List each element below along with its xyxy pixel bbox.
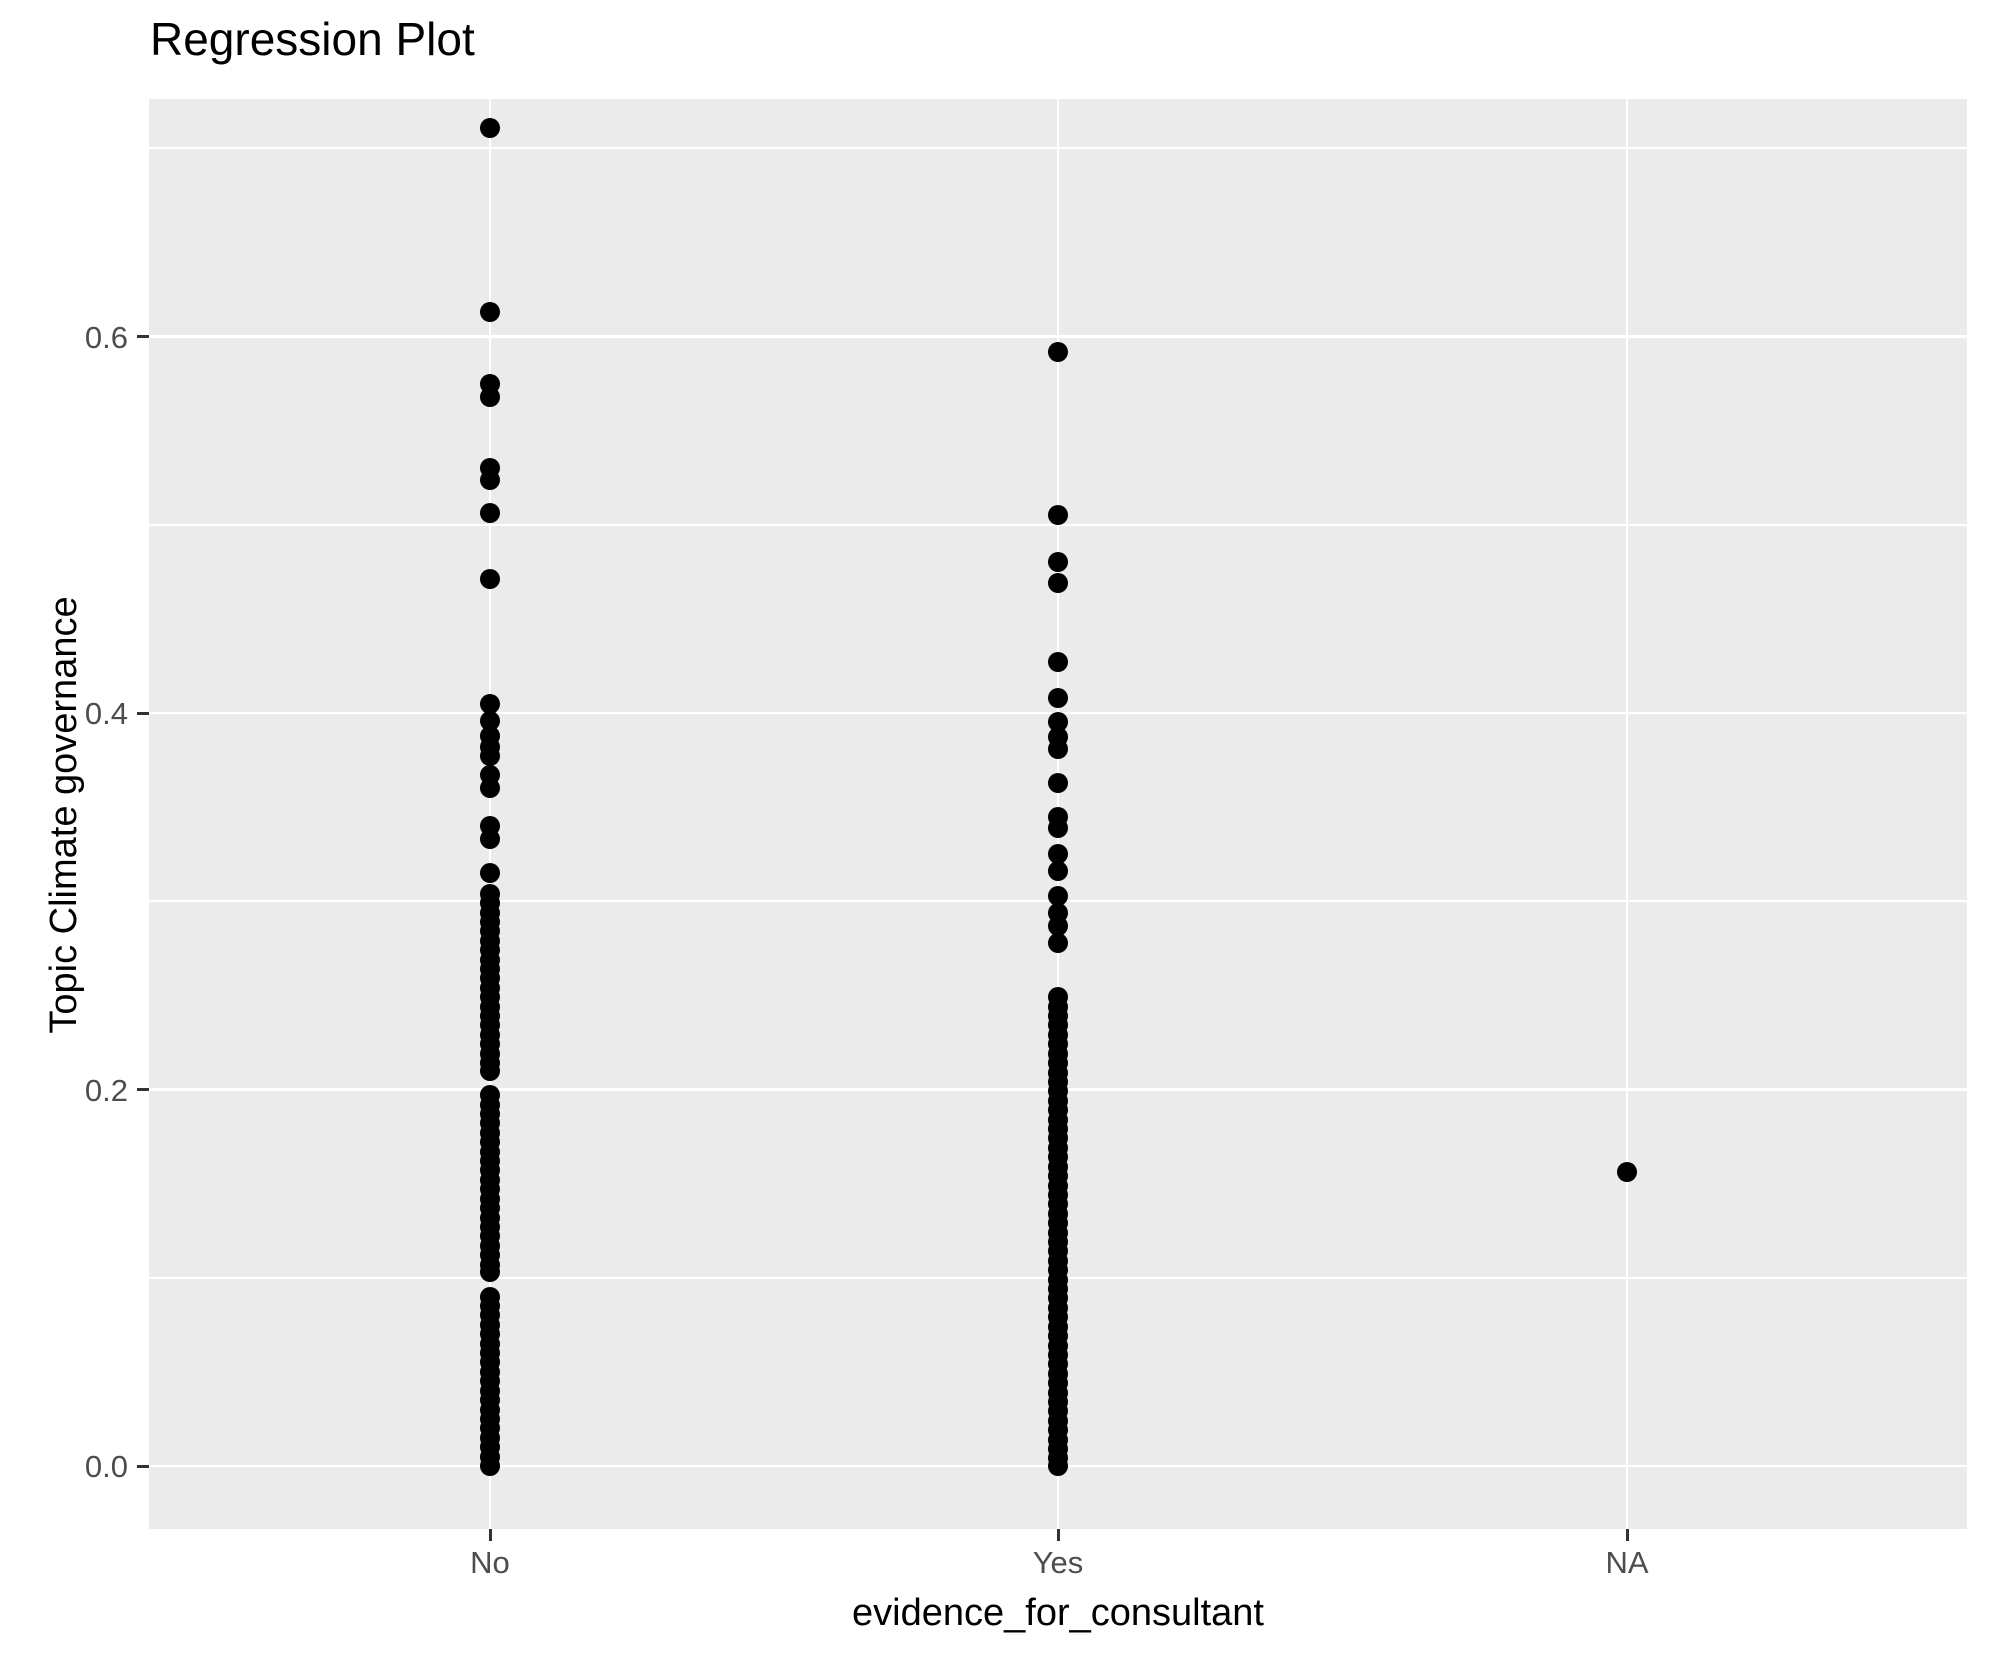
data-point (1048, 552, 1068, 573)
data-point (1048, 885, 1068, 906)
data-point (480, 117, 500, 138)
data-point (1048, 505, 1068, 526)
data-point (1048, 915, 1068, 936)
gridline-major-x-NA (1625, 99, 1629, 1529)
data-point (480, 386, 500, 407)
plot-panel (149, 99, 1967, 1529)
x-axis-title: evidence_for_consultant (852, 1592, 1264, 1634)
data-point (1048, 687, 1068, 708)
data-point (480, 829, 500, 850)
x-tick-label: Yes (1032, 1545, 1084, 1580)
y-tick-label: 0.0 (84, 1449, 128, 1484)
data-point (1617, 1162, 1637, 1183)
y-tick-mark (137, 711, 149, 715)
data-point (480, 778, 500, 799)
data-point (1048, 817, 1068, 838)
x-tick-mark (488, 1529, 492, 1541)
data-point (480, 746, 500, 767)
data-point (480, 1456, 500, 1476)
x-tick-label: No (470, 1545, 510, 1580)
data-point (480, 469, 500, 490)
data-point (480, 693, 500, 714)
data-point (1048, 844, 1068, 865)
data-point (1048, 573, 1068, 594)
y-tick-label: 0.6 (84, 319, 128, 355)
y-tick-mark (137, 1088, 149, 1091)
plot-title: Regression Plot (150, 13, 475, 65)
data-point (480, 302, 500, 323)
x-tick-label: NA (1605, 1545, 1649, 1580)
y-tick-mark (137, 1464, 149, 1468)
data-point (1048, 712, 1068, 733)
y-axis-title: Topic Climate governance (43, 596, 85, 1034)
data-point (1048, 772, 1068, 793)
gridline-major-x-No (488, 99, 492, 1529)
data-point (480, 710, 500, 731)
y-tick-mark (137, 335, 149, 338)
data-point (1048, 861, 1068, 882)
data-point (480, 1262, 500, 1283)
x-tick-mark (1056, 1529, 1060, 1541)
data-point (480, 569, 500, 590)
data-point (1048, 341, 1068, 362)
data-point (480, 503, 500, 524)
data-point (1048, 652, 1068, 673)
data-point (480, 863, 500, 883)
y-tick-label: 0.4 (84, 696, 128, 731)
data-point (480, 1060, 500, 1081)
data-point (1048, 738, 1068, 759)
y-tick-label: 0.2 (84, 1072, 128, 1108)
data-point (1048, 1456, 1068, 1476)
x-tick-mark (1625, 1529, 1629, 1541)
data-point (1048, 932, 1068, 953)
